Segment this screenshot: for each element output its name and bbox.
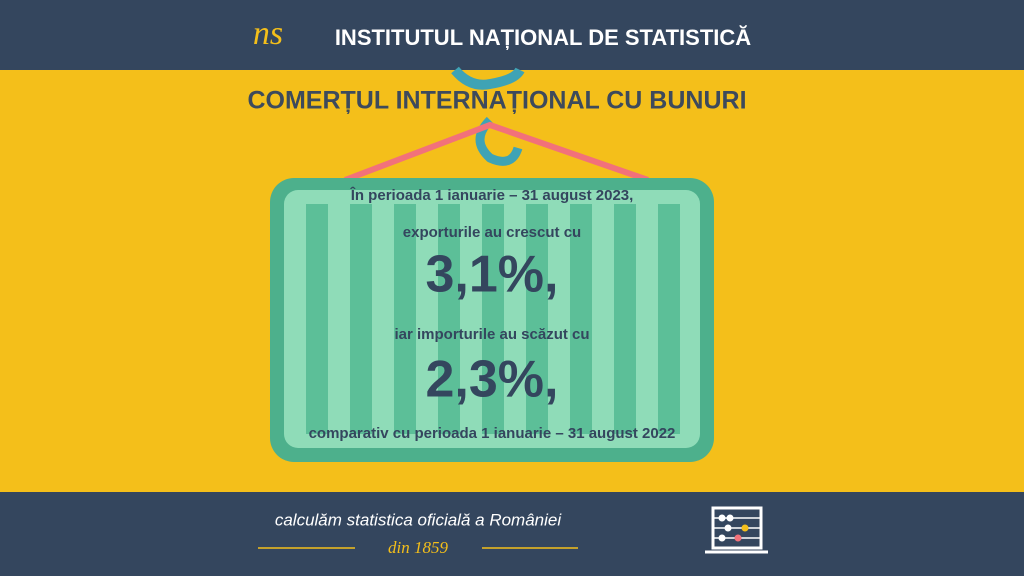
stripe <box>482 204 504 434</box>
sign-line: În perioada 1 ianuarie – 31 august 2023, <box>350 186 634 204</box>
footer-since: din 1859 <box>388 538 448 557</box>
page-title: COMERȚUL INTERNAȚIONAL CU BUNURI <box>247 87 746 115</box>
sign-text: În perioada 1 ianuarie – 31 august 2023,… <box>309 186 676 442</box>
sign-line: iar importurile au scăzut cu <box>394 326 589 343</box>
sign-figure: 2,3%, <box>426 351 559 409</box>
hook-top <box>451 66 525 90</box>
stripe <box>526 204 548 434</box>
abacus-beads <box>718 514 749 542</box>
sign-figure: 3,1%, <box>426 246 559 304</box>
footer-bar <box>0 492 1024 576</box>
logo: ns <box>253 15 283 52</box>
stripe <box>350 204 372 434</box>
sign-line: exporturile au crescut cu <box>403 224 581 241</box>
header-bar <box>0 0 1024 70</box>
hook <box>475 116 523 166</box>
sign-line: comparativ cu perioada 1 ianuarie – 31 a… <box>309 425 676 442</box>
stripe <box>658 204 680 434</box>
stripe <box>306 204 328 434</box>
stripes <box>306 204 680 434</box>
rope <box>343 121 649 183</box>
stripe <box>570 204 592 434</box>
footer-motto: calculăm statistica oficială a României <box>275 510 563 529</box>
stripe <box>438 204 460 434</box>
stripe <box>614 204 636 434</box>
stripe <box>394 204 416 434</box>
header-title: INSTITUTUL NAȚIONAL DE STATISTICĂ <box>335 25 751 50</box>
